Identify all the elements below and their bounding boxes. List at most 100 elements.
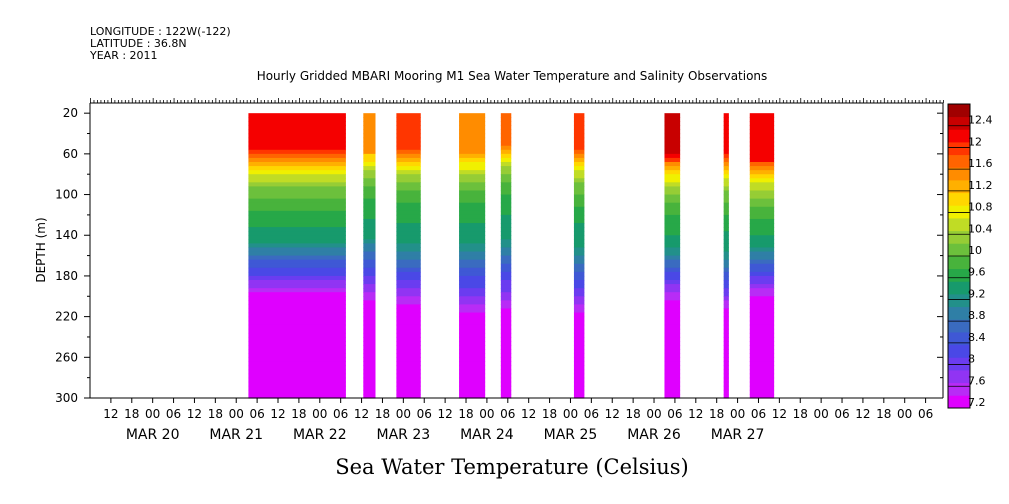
data-cell — [664, 149, 681, 155]
colorbar-swatch — [948, 167, 970, 181]
colorbar-swatch — [948, 382, 970, 396]
data-cell — [749, 170, 775, 175]
data-cell — [749, 117, 775, 122]
x-hour-label: 00 — [730, 407, 745, 421]
data-cell — [573, 389, 585, 395]
data-cell — [664, 223, 681, 228]
data-cell — [664, 133, 681, 139]
y-tick-label: 180 — [55, 269, 78, 283]
x-hour-label: 12 — [354, 407, 369, 421]
data-cell — [723, 243, 729, 249]
data-cell — [573, 349, 585, 354]
data-cell — [573, 145, 585, 151]
data-cell — [573, 312, 585, 318]
data-cell — [500, 210, 512, 216]
data-cell — [459, 267, 486, 273]
data-cell — [396, 369, 421, 375]
data-cell — [749, 223, 775, 228]
data-segment-7 — [664, 113, 681, 399]
data-cell — [664, 243, 681, 249]
data-cell — [749, 194, 775, 200]
x-hour-label: 12 — [437, 407, 452, 421]
data-cell — [363, 365, 376, 371]
data-cell — [248, 149, 346, 155]
data-cell — [248, 170, 346, 175]
data-cell — [500, 275, 512, 281]
data-cell — [500, 121, 512, 126]
data-cell — [500, 170, 512, 175]
data-cell — [749, 332, 775, 338]
data-cell — [723, 389, 729, 395]
data-cell — [664, 162, 681, 167]
data-cell — [723, 202, 729, 208]
data-cell — [248, 218, 346, 224]
data-cell — [723, 133, 729, 139]
data-cell — [500, 328, 512, 334]
data-cell — [459, 365, 486, 371]
data-cell — [459, 288, 486, 293]
colorbar-swatch — [948, 205, 970, 219]
data-cell — [363, 129, 376, 135]
data-cell — [248, 345, 346, 350]
data-cell — [363, 353, 376, 358]
data-cell — [500, 357, 512, 362]
data-cell — [500, 190, 512, 196]
data-cell — [363, 316, 376, 322]
data-cell — [723, 194, 729, 200]
data-cell — [573, 267, 585, 273]
data-cell — [573, 153, 585, 159]
data-cell — [500, 292, 512, 297]
data-cell — [749, 275, 775, 281]
data-cell — [500, 393, 512, 399]
data-cell — [396, 174, 421, 179]
data-segment-9 — [749, 113, 775, 399]
data-cell — [396, 210, 421, 216]
data-cell — [396, 235, 421, 240]
colorbar-swatch — [948, 319, 970, 333]
data-cell — [500, 255, 512, 261]
data-cell — [248, 369, 346, 375]
data-cell — [459, 255, 486, 261]
data-cell — [749, 336, 775, 342]
data-cell — [664, 349, 681, 354]
data-cell — [248, 284, 346, 289]
data-cell — [396, 133, 421, 139]
data-cell — [573, 133, 585, 139]
data-cell — [723, 332, 729, 338]
data-cell — [363, 174, 376, 179]
data-cell — [573, 365, 585, 371]
data-cell — [363, 141, 376, 147]
data-cell — [723, 198, 729, 204]
data-cell — [459, 198, 486, 204]
y-tick-label: 60 — [63, 147, 78, 161]
data-cell — [396, 296, 421, 301]
colorbar-tick-label: 7.2 — [968, 396, 986, 409]
data-cell — [459, 202, 486, 208]
data-cell — [723, 345, 729, 350]
data-cell — [459, 186, 486, 192]
data-cell — [500, 284, 512, 289]
data-cell — [396, 280, 421, 285]
data-cell — [664, 231, 681, 236]
data-cell — [396, 393, 421, 399]
data-cell — [248, 336, 346, 342]
data-cell — [500, 373, 512, 379]
data-cell — [363, 206, 376, 212]
data-cell — [248, 113, 346, 118]
data-cell — [248, 377, 346, 383]
x-hour-label: 18 — [876, 407, 891, 421]
data-cell — [723, 292, 729, 297]
data-cell — [248, 373, 346, 379]
data-cell — [363, 275, 376, 281]
data-cell — [723, 218, 729, 224]
data-cell — [749, 393, 775, 399]
y-tick-label: 20 — [63, 106, 78, 120]
data-cell — [723, 300, 729, 306]
data-cell — [723, 247, 729, 253]
data-cell — [459, 369, 486, 375]
data-cell — [396, 239, 421, 244]
data-cell — [459, 324, 486, 330]
data-cell — [396, 223, 421, 228]
data-cell — [573, 182, 585, 188]
data-cell — [396, 320, 421, 326]
